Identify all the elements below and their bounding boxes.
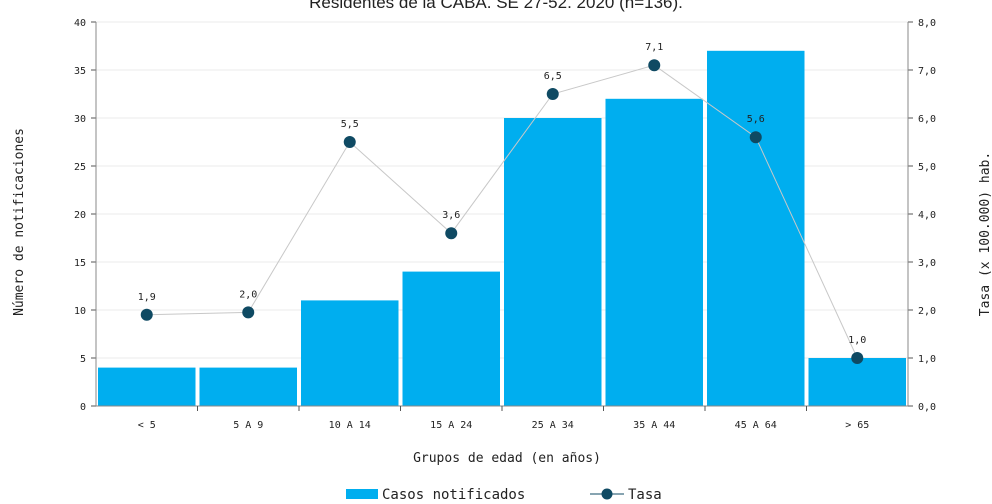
rate-data-label: 5,6	[747, 114, 765, 125]
rate-data-label: 2,0	[239, 289, 257, 300]
rate-data-label: 3,6	[442, 210, 460, 221]
rate-line: 1,9 2,0 5,5 3,6 6,5 7,1 5,6 1,0	[138, 42, 866, 364]
rate-data-label: 6,5	[544, 71, 562, 82]
y-tick-label-left: 0	[80, 402, 86, 413]
rate-marker	[749, 131, 762, 144]
axes	[91, 21, 913, 411]
x-tick-label: 10 A 14	[329, 420, 371, 431]
y-tick-label-left: 35	[74, 66, 86, 77]
bar	[402, 271, 500, 406]
y-tick-label-left: 40	[74, 18, 86, 29]
legend-swatch-rate-dot	[601, 488, 613, 500]
rate-data-label: 5,5	[341, 119, 359, 130]
rate-data-label: 1,9	[138, 292, 156, 303]
x-tick-label: 25 A 34	[532, 420, 574, 431]
x-tick-label: > 65	[845, 420, 869, 431]
y-tick-label-left: 15	[74, 258, 86, 269]
legend: Casos notificados Tasa	[346, 487, 662, 503]
y-axis-label-left: Número de notificaciones	[12, 128, 27, 316]
legend-label-cases: Casos notificados	[382, 487, 525, 503]
bars	[98, 50, 906, 407]
y-tick-label-right: 5,0	[918, 162, 936, 173]
rate-data-label: 7,1	[645, 42, 663, 53]
rate-marker	[851, 352, 864, 364]
rate-marker	[343, 136, 356, 148]
rate-marker	[546, 88, 559, 100]
grid	[96, 21, 908, 359]
x-tick-label: 5 A 9	[233, 420, 263, 431]
y-tick-label-left: 5	[80, 354, 86, 365]
y-tick-label-right: 3,0	[918, 258, 936, 269]
y-tick-label-right: 6,0	[918, 114, 936, 125]
x-tick-label: 45 A 64	[735, 420, 777, 431]
y-tick-label-right: 1,0	[918, 354, 936, 365]
y-tick-label-left: 25	[74, 162, 86, 173]
x-tick-label: 15 A 24	[430, 420, 472, 431]
bar	[301, 300, 399, 406]
bar	[98, 367, 196, 406]
tick-labels: 0 5 10 15 20 25 30 35 40 0,0 1,0 2,0 3,0 4,0 5,0 6,0 7,0…	[74, 18, 936, 431]
x-axis-label: Grupos de edad (en años)	[413, 451, 601, 466]
y-tick-label-right: 7,0	[918, 66, 936, 77]
bar	[605, 98, 703, 407]
chart-title: Residentes de la CABA. SE 27-52. 2020 (n…	[309, 0, 683, 12]
y-tick-label-right: 4,0	[918, 210, 936, 221]
y-tick-label-right: 2,0	[918, 306, 936, 317]
rate-marker	[445, 227, 458, 240]
bar	[504, 118, 602, 406]
legend-label-rate: Tasa	[628, 487, 662, 503]
rate-line-path	[146, 64, 858, 359]
y-tick-label-left: 30	[74, 114, 86, 125]
rate-marker	[648, 59, 661, 72]
rate-marker	[242, 306, 255, 319]
y-tick-label-right: 8,0	[918, 18, 936, 29]
y-tick-label-right: 0,0	[918, 402, 936, 413]
y-tick-label-left: 20	[74, 210, 86, 221]
bar	[707, 50, 805, 407]
x-tick-label: 35 A 44	[633, 420, 675, 431]
bar	[808, 358, 906, 406]
y-tick-label-left: 10	[74, 306, 86, 317]
rate-data-label: 1,0	[848, 335, 866, 346]
x-tick-label: < 5	[138, 420, 156, 431]
y-axis-label-right: Tasa (x 100.000) hab.	[978, 152, 992, 316]
rate-marker	[140, 308, 153, 321]
bar	[199, 367, 297, 406]
legend-swatch-cases	[346, 489, 378, 499]
